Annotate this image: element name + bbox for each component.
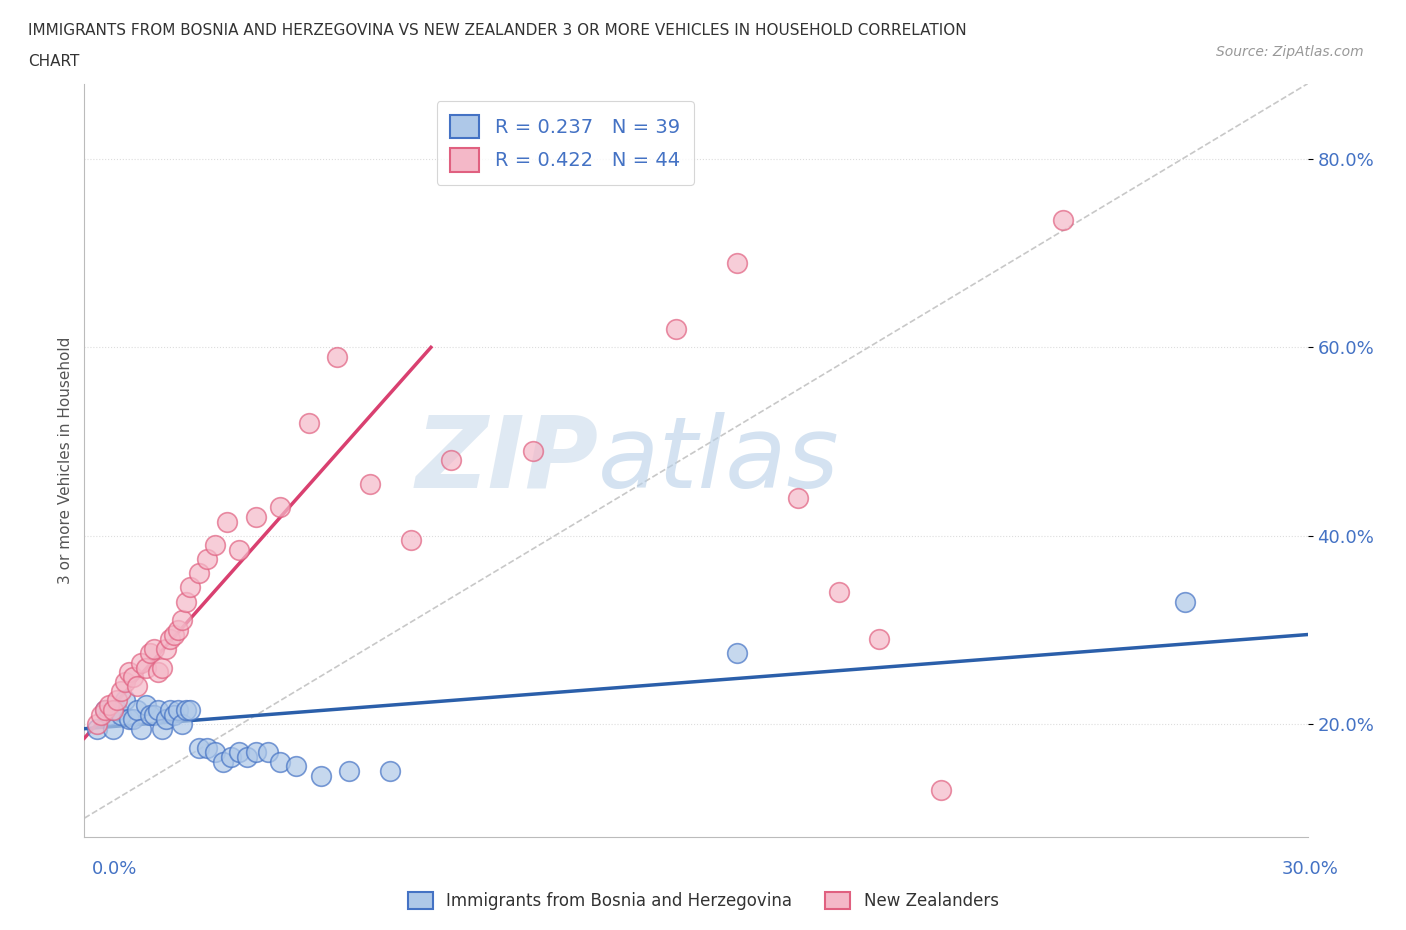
Point — [155, 642, 177, 657]
Legend: Immigrants from Bosnia and Herzegovina, New Zealanders: Immigrants from Bosnia and Herzegovina, … — [401, 885, 1005, 917]
Point — [105, 693, 128, 708]
Text: Source: ZipAtlas.com: Source: ZipAtlas.com — [1216, 45, 1364, 59]
Point — [86, 717, 108, 732]
Point — [138, 707, 160, 722]
Point — [309, 768, 332, 783]
Point — [440, 453, 463, 468]
Text: CHART: CHART — [28, 54, 80, 69]
Point — [172, 613, 194, 628]
Point — [122, 711, 145, 726]
Point — [219, 750, 242, 764]
Point — [131, 656, 153, 671]
Point — [359, 476, 381, 491]
Legend: R = 0.237   N = 39, R = 0.422   N = 44: R = 0.237 N = 39, R = 0.422 N = 44 — [437, 101, 693, 185]
Point — [167, 622, 190, 637]
Point — [172, 717, 194, 732]
Point — [97, 707, 120, 722]
Point — [146, 665, 169, 680]
Point — [150, 660, 173, 675]
Point — [110, 684, 132, 698]
Point — [159, 702, 181, 717]
Point — [326, 350, 349, 365]
Text: 30.0%: 30.0% — [1282, 860, 1339, 878]
Point — [187, 740, 209, 755]
Point — [828, 585, 851, 600]
Point — [285, 759, 308, 774]
Point — [146, 702, 169, 717]
Point — [245, 745, 267, 760]
Point — [142, 642, 165, 657]
Point — [869, 631, 891, 646]
Point — [97, 698, 120, 712]
Point — [380, 764, 402, 778]
Point — [212, 754, 235, 769]
Y-axis label: 3 or more Vehicles in Household: 3 or more Vehicles in Household — [58, 337, 73, 584]
Text: IMMIGRANTS FROM BOSNIA AND HERZEGOVINA VS NEW ZEALANDER 3 OR MORE VEHICLES IN HO: IMMIGRANTS FROM BOSNIA AND HERZEGOVINA V… — [28, 23, 967, 38]
Point — [929, 782, 952, 797]
Point — [339, 764, 361, 778]
Text: 0.0%: 0.0% — [91, 860, 136, 878]
Point — [174, 702, 197, 717]
Point — [167, 702, 190, 717]
Point — [725, 255, 748, 270]
Point — [114, 693, 136, 708]
Point — [163, 707, 186, 722]
Point — [245, 510, 267, 525]
Point — [298, 415, 321, 430]
Point — [204, 745, 226, 760]
Text: atlas: atlas — [598, 412, 839, 509]
Point — [110, 707, 132, 722]
Point — [195, 740, 218, 755]
Point — [179, 580, 201, 595]
Point — [174, 594, 197, 609]
Point — [127, 702, 149, 717]
Point — [150, 722, 173, 737]
Point — [1052, 213, 1074, 228]
Point — [122, 670, 145, 684]
Point — [228, 745, 250, 760]
Point — [399, 533, 422, 548]
Point — [257, 745, 280, 760]
Point — [725, 646, 748, 661]
Point — [269, 754, 291, 769]
Text: ZIP: ZIP — [415, 412, 598, 509]
Point — [665, 321, 688, 336]
Point — [138, 646, 160, 661]
Point — [93, 702, 115, 717]
Point — [187, 565, 209, 580]
Point — [217, 514, 239, 529]
Point — [86, 722, 108, 737]
Point — [135, 660, 157, 675]
Point — [163, 627, 186, 642]
Point — [155, 711, 177, 726]
Point — [204, 538, 226, 552]
Point — [195, 551, 218, 566]
Point — [787, 491, 810, 506]
Point — [142, 707, 165, 722]
Point — [118, 665, 141, 680]
Point — [236, 750, 259, 764]
Point — [101, 702, 124, 717]
Point — [93, 702, 115, 717]
Point — [522, 444, 544, 458]
Point — [118, 711, 141, 726]
Point — [127, 679, 149, 694]
Point — [135, 698, 157, 712]
Point — [90, 707, 112, 722]
Point — [269, 500, 291, 515]
Point — [1174, 594, 1197, 609]
Point — [159, 631, 181, 646]
Point — [179, 702, 201, 717]
Point — [105, 702, 128, 717]
Point — [101, 722, 124, 737]
Point — [131, 722, 153, 737]
Point — [228, 542, 250, 557]
Point — [114, 674, 136, 689]
